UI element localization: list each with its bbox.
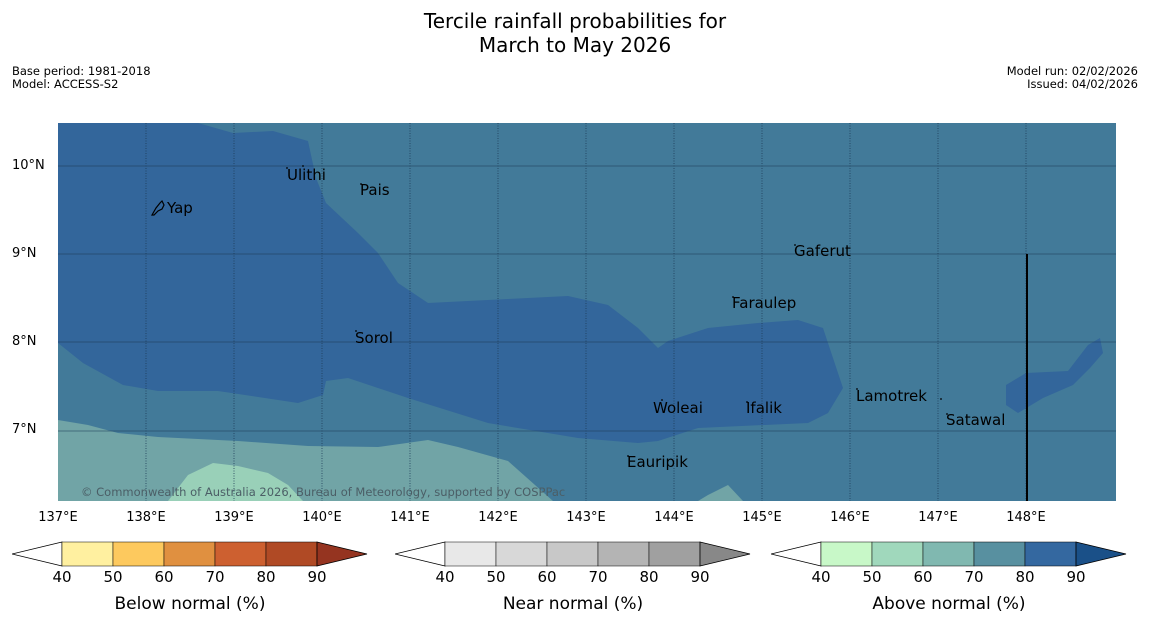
yap-island-outline bbox=[150, 199, 165, 216]
colorbar-extend-low bbox=[771, 541, 822, 567]
colorbar-tick-label: 70 bbox=[205, 568, 225, 586]
colorbar-title-above-normal: Above normal (%) bbox=[872, 594, 1026, 614]
colorbar-tick-label: 50 bbox=[103, 568, 123, 586]
lon-label-137e: 137°E bbox=[38, 510, 78, 525]
place-woleai: Woleai bbox=[653, 399, 703, 417]
places: Ulithi Pais Yap Gaferut Faraulep Sorol L… bbox=[166, 166, 1005, 471]
colorbar-segment bbox=[546, 541, 599, 567]
map-panel: Ulithi Pais Yap Gaferut Faraulep Sorol L… bbox=[58, 123, 1116, 501]
title-line-1: Tercile rainfall probabilities for bbox=[423, 9, 727, 33]
place-faraulep: Faraulep bbox=[732, 294, 796, 312]
colorbar-tick-label: 90 bbox=[1066, 568, 1086, 586]
meta-left: Base period: 1981-2018 Model: ACCESS-S2 bbox=[12, 65, 151, 91]
copyright-notice: © Commonwealth of Australia 2026, Bureau… bbox=[81, 485, 565, 499]
model-name: Model: ACCESS-S2 bbox=[12, 77, 119, 91]
colorbar-tick-label: 80 bbox=[1015, 568, 1035, 586]
colorbar-extend-low bbox=[395, 541, 446, 567]
lat-label-7n: 7°N bbox=[12, 422, 37, 437]
lon-label-147e: 147°E bbox=[918, 510, 958, 525]
lon-label-146e: 146°E bbox=[830, 510, 870, 525]
lon-label-145e: 145°E bbox=[742, 510, 782, 525]
colorbar-tick-label: 40 bbox=[52, 568, 72, 586]
place-gaferut: Gaferut bbox=[794, 242, 851, 260]
lat-label-10n: 10°N bbox=[12, 158, 45, 173]
colorbar-extend-high bbox=[699, 541, 751, 567]
colorbar-segment bbox=[922, 541, 975, 567]
colorbar-segment bbox=[214, 541, 267, 567]
place-pais: Pais bbox=[360, 181, 390, 199]
colorbar-tick-label: 80 bbox=[256, 568, 276, 586]
colorbar-extend-low bbox=[12, 541, 63, 567]
colorbar-tick-label: 60 bbox=[537, 568, 557, 586]
place-ulithi: Ulithi bbox=[287, 166, 326, 184]
colorbar-extend-high bbox=[316, 541, 368, 567]
gridlines bbox=[145, 123, 1027, 501]
place-satawal: Satawal bbox=[946, 411, 1005, 429]
band-60-70-east bbox=[698, 485, 743, 501]
lon-label-138e: 138°E bbox=[126, 510, 166, 525]
lon-label-144e: 144°E bbox=[654, 510, 694, 525]
place-lamotrek: Lamotrek bbox=[856, 387, 927, 405]
colorbar-extend-high bbox=[1075, 541, 1127, 567]
lon-label-148e: 148°E bbox=[1006, 510, 1046, 525]
place-sorol: Sorol bbox=[355, 329, 393, 347]
band-60-70 bbox=[58, 420, 553, 501]
band-80-90 bbox=[58, 123, 843, 443]
lat-gridlines bbox=[58, 165, 1116, 432]
lon-label-143e: 143°E bbox=[566, 510, 606, 525]
colorbar-below-normal bbox=[12, 541, 368, 567]
colorbar-segment bbox=[163, 541, 216, 567]
colorbar-tick-label: 40 bbox=[811, 568, 831, 586]
map-title: Tercile rainfall probabilities for March… bbox=[0, 9, 1150, 57]
colorbar-segment bbox=[597, 541, 650, 567]
lon-label-142e: 142°E bbox=[478, 510, 518, 525]
lon-label-140e: 140°E bbox=[302, 510, 342, 525]
colorbar-tick-label: 90 bbox=[690, 568, 710, 586]
colorbar-title-below-normal: Below normal (%) bbox=[114, 594, 266, 614]
lon-label-139e: 139°E bbox=[214, 510, 254, 525]
title-line-2: March to May 2026 bbox=[478, 33, 672, 57]
band-80-90-east bbox=[1006, 338, 1103, 413]
place-eauripik: Eauripik bbox=[627, 453, 688, 471]
colorbar-tick-label: 70 bbox=[588, 568, 608, 586]
colorbar-segment bbox=[1024, 541, 1077, 567]
colorbar-tick-label: 60 bbox=[154, 568, 174, 586]
colorbar-segment bbox=[444, 541, 497, 567]
colorbar-segment bbox=[112, 541, 165, 567]
lon-label-141e: 141°E bbox=[390, 510, 430, 525]
colorbar-segment bbox=[871, 541, 924, 567]
colorbar-segment bbox=[61, 541, 114, 567]
colorbar-tick-label: 90 bbox=[307, 568, 327, 586]
colorbar-tick-label: 70 bbox=[964, 568, 984, 586]
colorbar-above-normal bbox=[771, 541, 1127, 567]
lat-label-8n: 8°N bbox=[12, 334, 37, 349]
colorbar-tick-label: 60 bbox=[913, 568, 933, 586]
colorbar-tick-label: 40 bbox=[435, 568, 455, 586]
issued-date: Issued: 04/02/2026 bbox=[1027, 77, 1138, 91]
band-50-60 bbox=[168, 463, 303, 501]
place-dots bbox=[286, 165, 948, 457]
colorbar-segment bbox=[820, 541, 873, 567]
colorbar-segment bbox=[973, 541, 1026, 567]
colorbar-segment bbox=[265, 541, 318, 567]
lat-label-9n: 9°N bbox=[12, 246, 37, 261]
colorbar-tick-label: 50 bbox=[486, 568, 506, 586]
colorbar-segment bbox=[648, 541, 701, 567]
colorbar-segment bbox=[495, 541, 548, 567]
meta-right: Model run: 02/02/2026 Issued: 04/02/2026 bbox=[1007, 65, 1138, 91]
place-ifalik: Ifalik bbox=[746, 399, 782, 417]
colorbar-near-normal bbox=[395, 541, 751, 567]
base-period: Base period: 1981-2018 bbox=[12, 64, 151, 78]
colorbar-title-near-normal: Near normal (%) bbox=[502, 594, 644, 614]
model-run: Model run: 02/02/2026 bbox=[1006, 64, 1138, 78]
colorbar-tick-label: 50 bbox=[862, 568, 882, 586]
place-yap: Yap bbox=[166, 199, 193, 217]
colorbar-tick-label: 80 bbox=[639, 568, 659, 586]
